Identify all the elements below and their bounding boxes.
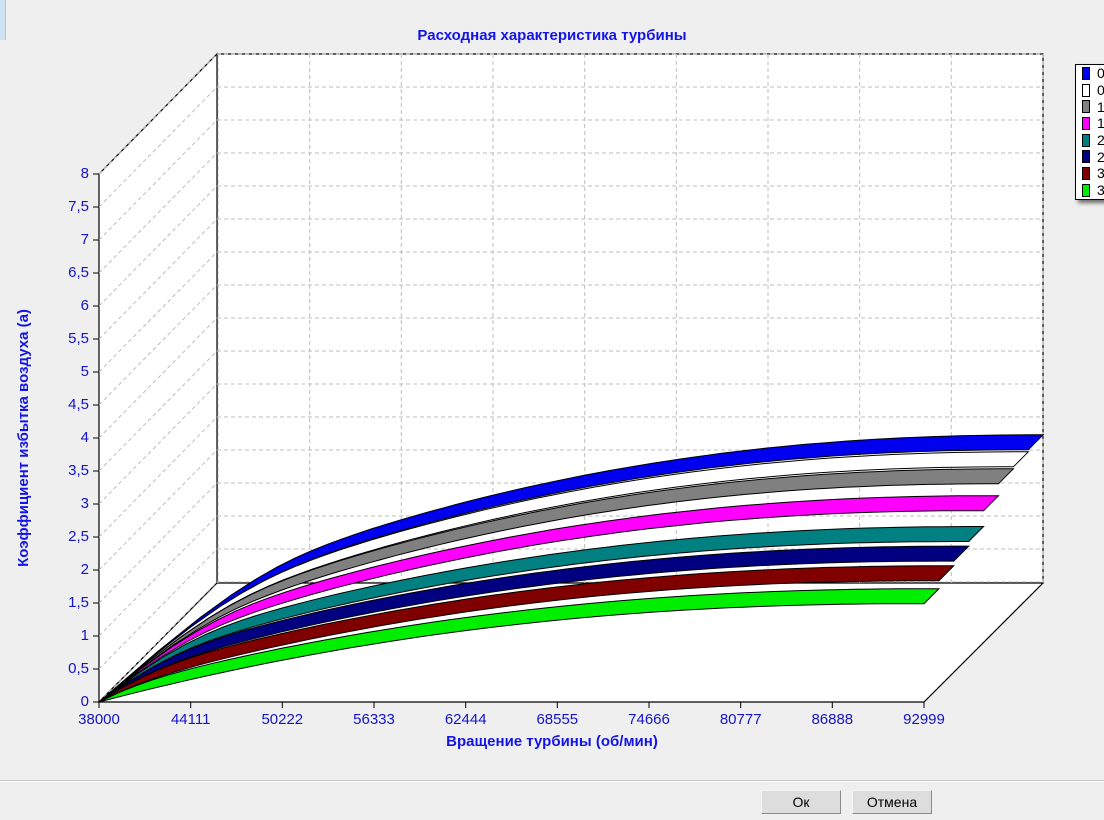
svg-text:0,5: 0,5 (68, 660, 89, 677)
svg-text:62444: 62444 (445, 711, 487, 728)
svg-text:50222: 50222 (261, 711, 303, 728)
svg-text:4: 4 (81, 429, 89, 446)
svg-text:68555: 68555 (536, 711, 578, 728)
svg-text:56333: 56333 (353, 711, 395, 728)
svg-text:92999: 92999 (903, 711, 945, 728)
svg-text:38000: 38000 (78, 711, 120, 728)
svg-text:74666: 74666 (628, 711, 670, 728)
svg-text:8: 8 (81, 165, 89, 182)
svg-text:2,5: 2,5 (68, 528, 89, 545)
svg-text:86888: 86888 (811, 711, 853, 728)
svg-text:7,5: 7,5 (68, 198, 89, 215)
svg-text:2: 2 (81, 561, 89, 578)
svg-text:0: 0 (81, 693, 89, 710)
svg-text:6,5: 6,5 (68, 264, 89, 281)
svg-text:5: 5 (81, 363, 89, 380)
svg-text:7: 7 (81, 231, 89, 248)
svg-text:3,5: 3,5 (68, 462, 89, 479)
svg-text:44111: 44111 (171, 711, 211, 728)
svg-text:5,5: 5,5 (68, 330, 89, 347)
svg-text:1: 1 (81, 627, 89, 644)
svg-text:4,5: 4,5 (68, 396, 89, 413)
svg-text:3: 3 (81, 495, 89, 512)
svg-text:80777: 80777 (720, 711, 762, 728)
svg-text:1,5: 1,5 (68, 594, 89, 611)
svg-text:6: 6 (81, 297, 89, 314)
